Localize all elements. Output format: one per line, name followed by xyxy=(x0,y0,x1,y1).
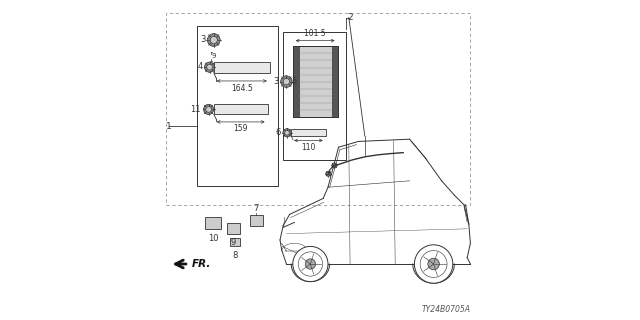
Text: 101 5: 101 5 xyxy=(305,29,326,38)
Circle shape xyxy=(207,34,220,46)
Bar xyxy=(197,26,278,186)
Text: 164.5: 164.5 xyxy=(231,84,253,92)
Bar xyxy=(250,215,263,226)
Text: 1: 1 xyxy=(166,122,172,131)
Bar xyxy=(214,62,270,73)
Text: 110: 110 xyxy=(301,143,316,152)
Text: 7: 7 xyxy=(253,204,259,213)
Text: 3: 3 xyxy=(200,35,206,44)
Circle shape xyxy=(285,131,289,135)
Circle shape xyxy=(205,62,215,72)
Text: 9: 9 xyxy=(211,53,216,59)
Bar xyxy=(205,217,221,229)
Circle shape xyxy=(292,246,328,282)
Text: 9: 9 xyxy=(230,238,236,247)
Bar xyxy=(298,46,332,117)
Circle shape xyxy=(210,36,218,44)
Bar xyxy=(283,32,346,160)
Text: 4: 4 xyxy=(197,62,202,71)
Circle shape xyxy=(326,171,331,176)
Text: 3: 3 xyxy=(274,77,279,86)
Circle shape xyxy=(204,104,214,115)
Text: 5: 5 xyxy=(291,77,296,86)
Circle shape xyxy=(207,64,212,70)
Circle shape xyxy=(284,78,289,85)
Bar xyxy=(332,46,338,117)
Text: 2: 2 xyxy=(348,13,353,22)
Text: 159: 159 xyxy=(234,124,248,133)
Circle shape xyxy=(333,164,336,167)
Circle shape xyxy=(206,107,211,112)
Text: 8: 8 xyxy=(232,251,237,260)
Circle shape xyxy=(332,163,337,168)
Bar xyxy=(292,46,298,117)
Text: 10: 10 xyxy=(208,234,218,243)
Bar xyxy=(166,13,470,205)
Circle shape xyxy=(283,129,291,137)
Bar xyxy=(227,223,240,234)
Circle shape xyxy=(415,245,453,283)
Circle shape xyxy=(280,76,292,87)
Bar xyxy=(292,46,337,117)
Text: 11: 11 xyxy=(191,105,201,114)
Bar xyxy=(214,104,268,114)
Text: FR.: FR. xyxy=(192,259,211,269)
Circle shape xyxy=(428,258,440,270)
Circle shape xyxy=(327,172,330,175)
Text: 6: 6 xyxy=(275,128,280,137)
Bar xyxy=(230,238,241,246)
Circle shape xyxy=(305,259,316,269)
Text: TY24B0705A: TY24B0705A xyxy=(421,305,470,314)
Bar xyxy=(291,129,326,136)
